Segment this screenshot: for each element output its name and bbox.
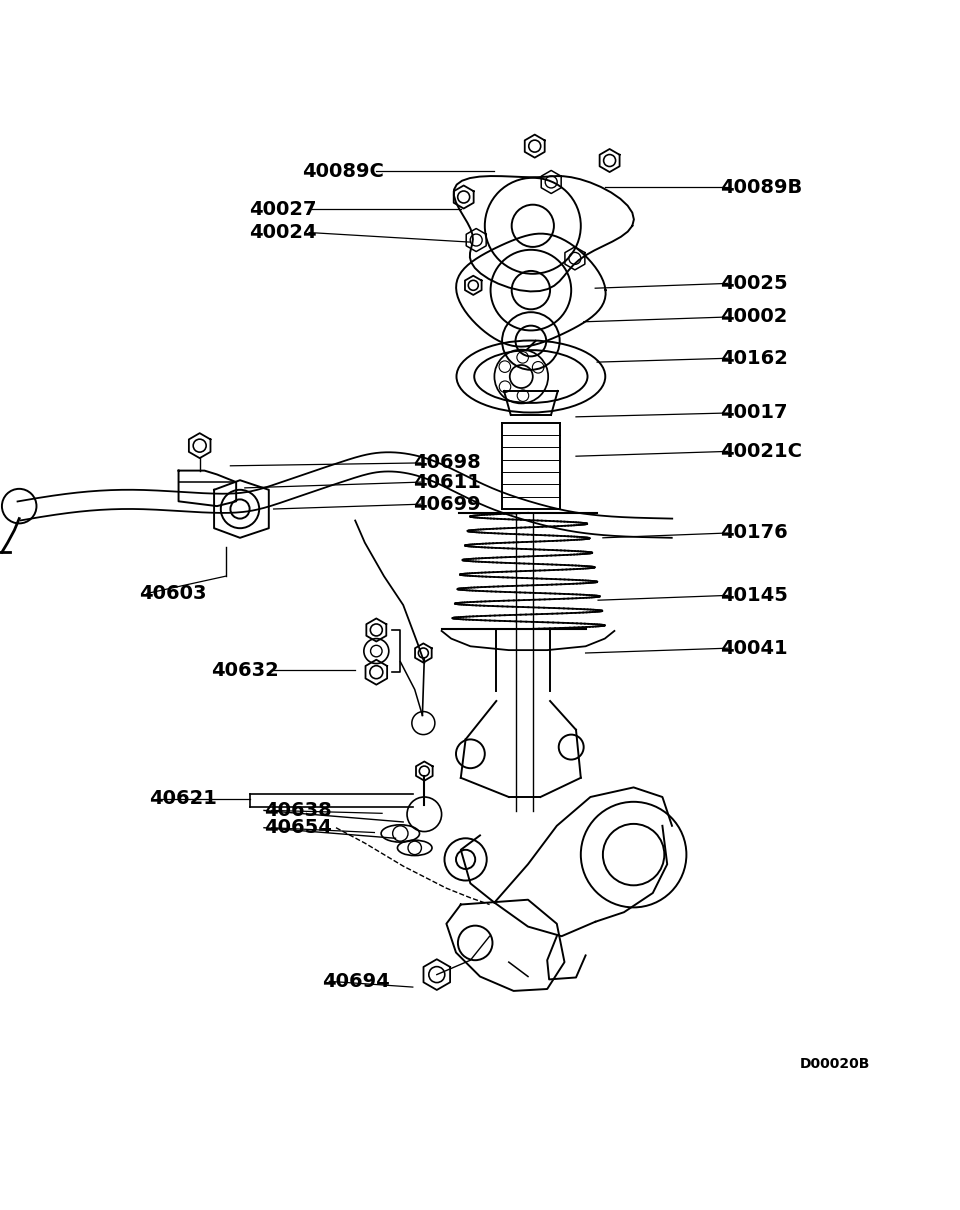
Text: 40021C: 40021C <box>720 442 802 461</box>
Text: 40654: 40654 <box>264 818 332 837</box>
Text: 40089B: 40089B <box>720 178 803 197</box>
Text: 40694: 40694 <box>322 972 390 991</box>
Text: 40176: 40176 <box>720 524 788 542</box>
Text: 40632: 40632 <box>210 661 278 680</box>
Text: 40162: 40162 <box>720 348 788 368</box>
Text: 40002: 40002 <box>720 307 787 327</box>
Text: 40611: 40611 <box>413 473 481 491</box>
Text: 40699: 40699 <box>413 495 480 514</box>
Text: 40025: 40025 <box>720 273 787 293</box>
Text: 40024: 40024 <box>250 223 317 242</box>
Text: 40621: 40621 <box>149 789 217 808</box>
Text: 40089C: 40089C <box>302 162 384 180</box>
Text: 40145: 40145 <box>720 586 788 605</box>
Text: 40017: 40017 <box>720 403 787 422</box>
Text: 40603: 40603 <box>139 584 206 603</box>
Text: D00020B: D00020B <box>800 1056 871 1071</box>
Text: 40027: 40027 <box>250 200 317 219</box>
Text: 40041: 40041 <box>720 639 787 658</box>
Text: 40638: 40638 <box>264 801 332 820</box>
Text: 40698: 40698 <box>413 454 481 472</box>
